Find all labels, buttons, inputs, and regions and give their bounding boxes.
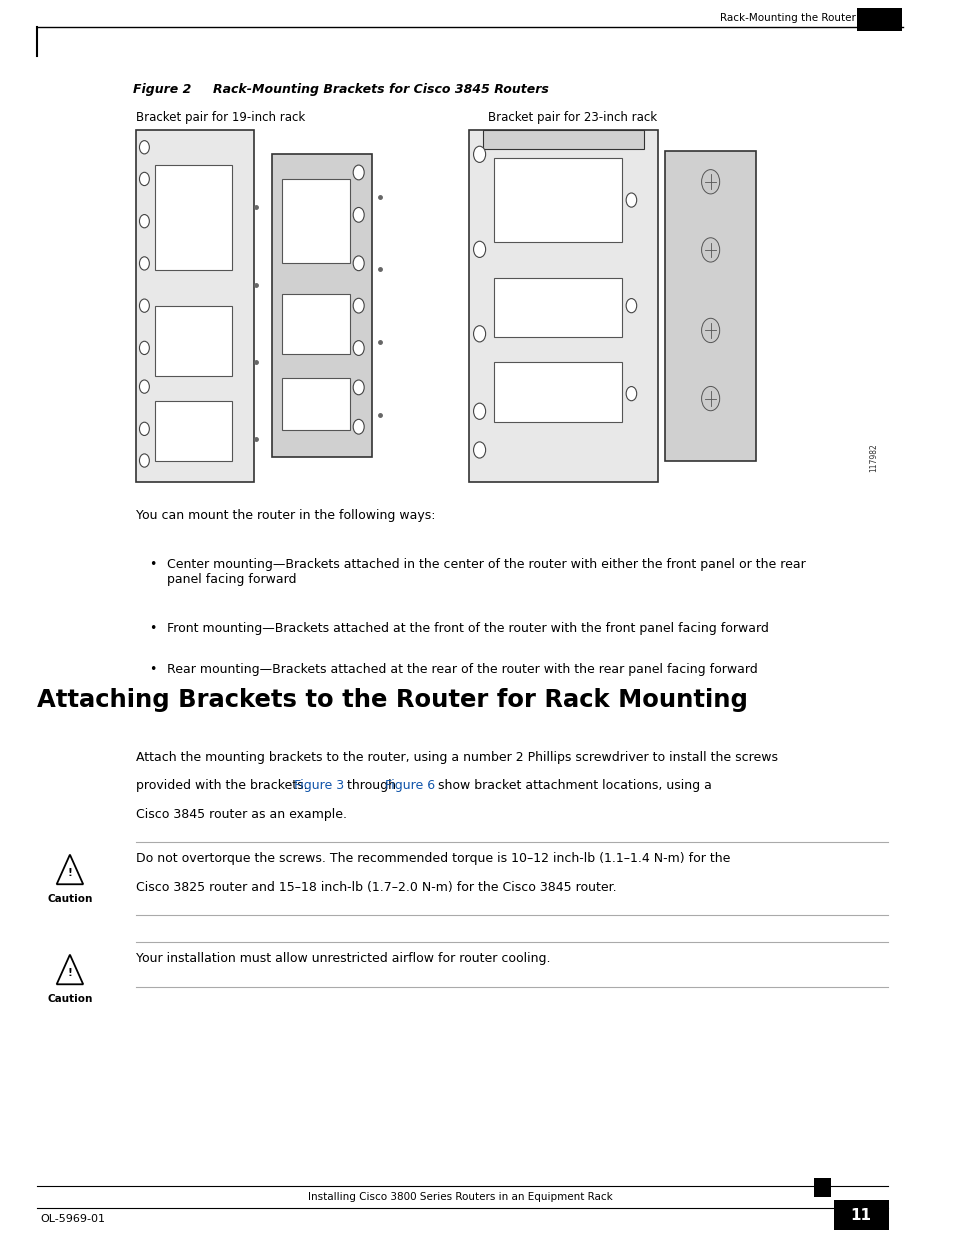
Text: Rack-Mounting the Router: Rack-Mounting the Router xyxy=(719,12,855,22)
Bar xyxy=(494,362,621,422)
Polygon shape xyxy=(56,955,83,984)
Text: Do not overtorque the screws. The recommended torque is 10–12 inch-lb (1.1–1.4 N: Do not overtorque the screws. The recomm… xyxy=(136,852,730,866)
Bar xyxy=(281,294,350,354)
Text: show bracket attachment locations, using a: show bracket attachment locations, using… xyxy=(434,779,711,793)
Circle shape xyxy=(353,207,364,222)
Text: 117982: 117982 xyxy=(868,443,878,472)
Text: Figure 2: Figure 2 xyxy=(133,83,192,96)
Circle shape xyxy=(625,387,636,400)
Circle shape xyxy=(700,387,719,411)
Bar xyxy=(154,306,232,375)
Text: Figure 3: Figure 3 xyxy=(294,779,344,793)
Text: You can mount the router in the following ways:: You can mount the router in the followin… xyxy=(136,509,436,522)
Circle shape xyxy=(139,257,150,270)
Circle shape xyxy=(473,403,485,420)
Circle shape xyxy=(139,173,150,185)
Text: provided with the brackets.: provided with the brackets. xyxy=(136,779,312,793)
Circle shape xyxy=(700,238,719,262)
Bar xyxy=(494,278,621,337)
Bar xyxy=(833,1200,888,1230)
Circle shape xyxy=(139,422,150,436)
Circle shape xyxy=(625,299,636,312)
Text: Caution: Caution xyxy=(48,894,92,904)
Text: Your installation must allow unrestricted airflow for router cooling.: Your installation must allow unrestricte… xyxy=(136,952,550,966)
Bar xyxy=(469,130,658,482)
Circle shape xyxy=(139,454,150,467)
Circle shape xyxy=(473,241,485,257)
Bar xyxy=(281,179,350,263)
Bar xyxy=(483,130,643,149)
Text: Front mounting—Brackets attached at the front of the router with the front panel: Front mounting—Brackets attached at the … xyxy=(168,622,768,636)
Text: Attach the mounting brackets to the router, using a number 2 Phillips screwdrive: Attach the mounting brackets to the rout… xyxy=(136,751,778,764)
Text: OL-5969-01: OL-5969-01 xyxy=(40,1214,106,1224)
Text: Bracket pair for 19-inch rack: Bracket pair for 19-inch rack xyxy=(136,111,305,125)
Bar xyxy=(136,130,253,482)
Circle shape xyxy=(353,420,364,435)
Circle shape xyxy=(353,165,364,180)
Text: Rear mounting—Brackets attached at the rear of the router with the rear panel fa: Rear mounting—Brackets attached at the r… xyxy=(168,663,758,677)
Text: !: ! xyxy=(68,968,72,978)
Circle shape xyxy=(473,442,485,458)
Text: 11: 11 xyxy=(850,1208,871,1223)
Text: !: ! xyxy=(68,868,72,878)
Text: •: • xyxy=(149,622,156,636)
Bar xyxy=(494,158,621,242)
Polygon shape xyxy=(56,855,83,884)
Circle shape xyxy=(139,341,150,354)
Bar xyxy=(281,378,350,430)
Text: •: • xyxy=(149,663,156,677)
Text: Bracket pair for 23-inch rack: Bracket pair for 23-inch rack xyxy=(487,111,656,125)
Text: Cisco 3845 router as an example.: Cisco 3845 router as an example. xyxy=(136,808,347,821)
Text: through: through xyxy=(343,779,399,793)
Circle shape xyxy=(700,319,719,342)
Text: •: • xyxy=(149,558,156,572)
Circle shape xyxy=(353,256,364,270)
Circle shape xyxy=(139,299,150,312)
Bar xyxy=(664,151,755,461)
Circle shape xyxy=(473,326,485,342)
Circle shape xyxy=(353,380,364,395)
Circle shape xyxy=(473,146,485,163)
Circle shape xyxy=(139,141,150,154)
Bar xyxy=(154,164,232,270)
Circle shape xyxy=(625,193,636,207)
Bar xyxy=(272,154,372,457)
Circle shape xyxy=(139,380,150,393)
Text: Center mounting—Brackets attached in the center of the router with either the fr: Center mounting—Brackets attached in the… xyxy=(168,558,805,587)
Bar xyxy=(857,9,901,32)
Circle shape xyxy=(353,341,364,356)
Text: Rack-Mounting Brackets for Cisco 3845 Routers: Rack-Mounting Brackets for Cisco 3845 Ro… xyxy=(213,83,549,96)
Circle shape xyxy=(353,299,364,312)
Bar xyxy=(813,1178,830,1197)
Text: Figure 6: Figure 6 xyxy=(385,779,436,793)
Text: Caution: Caution xyxy=(48,994,92,1004)
Bar xyxy=(154,400,232,461)
Circle shape xyxy=(700,169,719,194)
Text: Cisco 3825 router and 15–18 inch-lb (1.7–2.0 N-m) for the Cisco 3845 router.: Cisco 3825 router and 15–18 inch-lb (1.7… xyxy=(136,881,617,894)
Circle shape xyxy=(139,215,150,227)
Text: Installing Cisco 3800 Series Routers in an Equipment Rack: Installing Cisco 3800 Series Routers in … xyxy=(307,1192,612,1202)
Text: Attaching Brackets to the Router for Rack Mounting: Attaching Brackets to the Router for Rac… xyxy=(37,688,747,711)
